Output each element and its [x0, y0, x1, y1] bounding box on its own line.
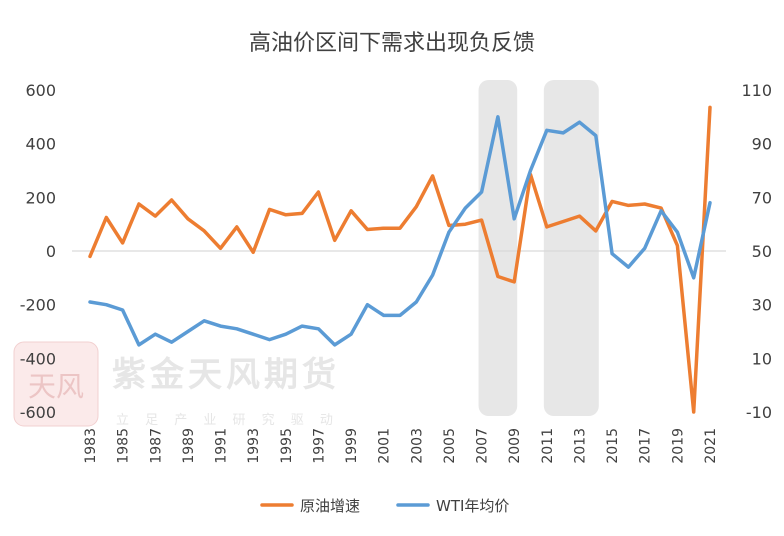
x-tick-label: 1995	[279, 428, 295, 464]
left-tick-label: -200	[20, 296, 56, 315]
right-axis-ticks: 110 90 70 50 30 10 -10	[741, 81, 772, 422]
x-tick-label: 1991	[214, 428, 230, 464]
watermark-logo	[13, 341, 99, 427]
legend-label-1: 原油增速	[300, 497, 360, 515]
right-tick-label: 50	[752, 242, 772, 261]
x-tick-label: 2007	[475, 428, 491, 464]
x-tick-label: 2011	[540, 428, 556, 464]
x-tick-label: 2001	[377, 428, 393, 464]
x-tick-label: 1993	[246, 428, 262, 464]
legend-label-2: WTI年均价	[436, 497, 509, 515]
right-tick-label: 70	[752, 188, 772, 207]
x-tick-label: 2013	[572, 428, 588, 464]
x-tick-label: 1983	[83, 428, 99, 464]
right-tick-label: 90	[752, 135, 772, 154]
right-tick-label: 110	[741, 81, 772, 100]
watermark-brand: 紫金天风期货	[112, 355, 340, 395]
watermark-logo-text: 天风	[28, 370, 84, 403]
left-axis-ticks: 600 400 200 0 -200 -400 -600	[20, 81, 56, 422]
x-tick-label: 1987	[148, 428, 164, 464]
right-tick-label: 10	[752, 349, 772, 368]
left-tick-label: -600	[20, 403, 56, 422]
x-tick-label: 2019	[670, 428, 686, 464]
x-tick-label: 1989	[181, 428, 197, 464]
x-axis-ticks: 1983 1985 1987 1989 1991 1993 1995 1997 1999 2001…	[83, 428, 719, 464]
x-tick-label: 2003	[409, 428, 425, 464]
left-tick-label: 0	[46, 242, 56, 261]
legend: 原油增速 WTI年均价	[260, 497, 509, 515]
left-tick-label: 600	[25, 81, 56, 100]
series-line-2	[88, 115, 712, 347]
chart-title: 高油价区间下需求出现负反馈	[249, 31, 535, 56]
x-tick-label: 1999	[344, 428, 360, 464]
series-layer	[88, 105, 712, 414]
left-tick-label: -400	[20, 349, 56, 368]
left-tick-label: 400	[25, 135, 56, 154]
watermark-slogan: 立 足 产 业 研 究 驱 动	[116, 413, 339, 428]
x-tick-label: 2021	[703, 428, 719, 464]
x-tick-label: 2009	[507, 428, 523, 464]
shaded-band-1	[478, 80, 518, 416]
x-tick-label: 2017	[638, 428, 654, 464]
x-tick-label: 1985	[116, 428, 132, 464]
left-tick-label: 200	[25, 188, 56, 207]
x-tick-label: 2015	[605, 428, 621, 464]
x-tick-label: 2005	[442, 428, 458, 464]
watermark: 天风 紫金天风期货 立 足 产 业 研 究 驱 动	[13, 341, 340, 428]
x-tick-label: 1997	[311, 428, 327, 464]
right-tick-label: 30	[752, 296, 772, 315]
shaded-band-2	[543, 80, 599, 416]
right-tick-label: -10	[746, 403, 772, 422]
